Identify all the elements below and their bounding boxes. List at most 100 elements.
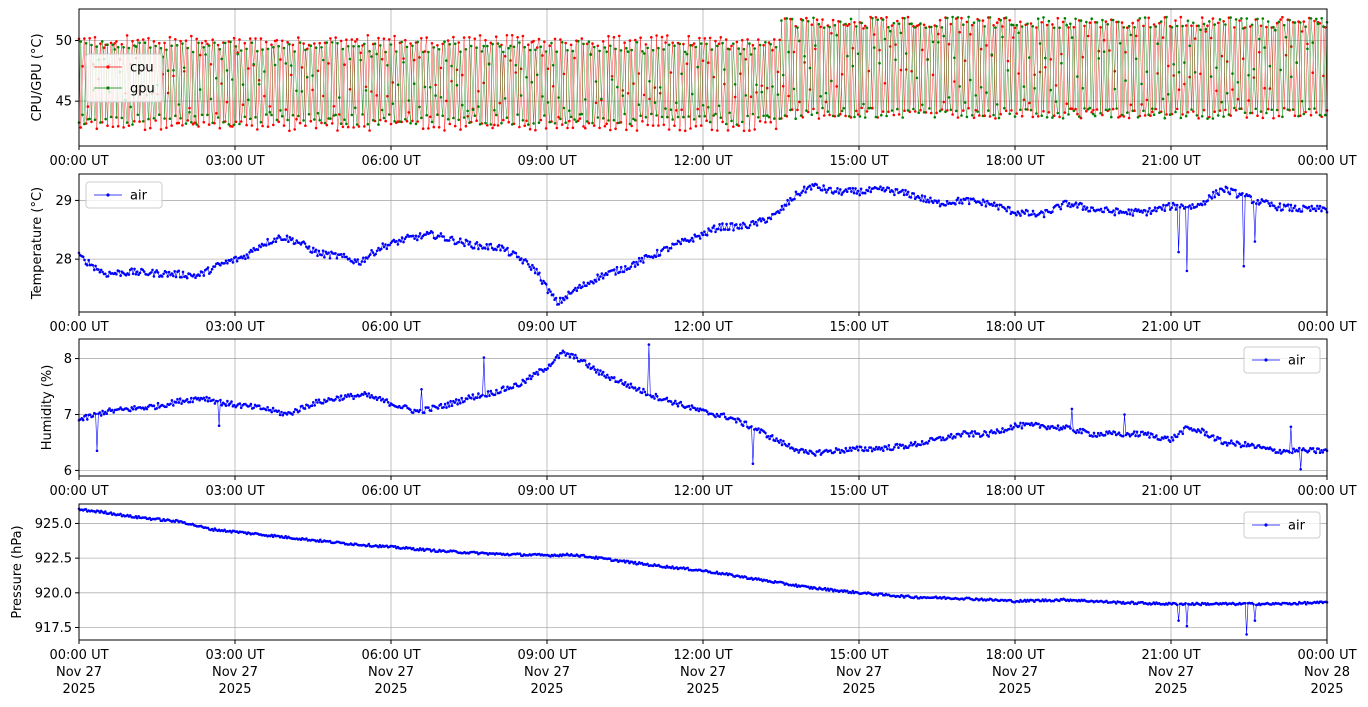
data-point xyxy=(658,86,662,89)
x-tick-label: 00:00 UT xyxy=(49,648,108,663)
data-point xyxy=(1160,208,1164,211)
data-point xyxy=(1273,448,1276,451)
data-point xyxy=(566,49,569,52)
data-point xyxy=(850,449,853,452)
data-point xyxy=(1110,432,1114,436)
data-point xyxy=(266,237,269,241)
data-point xyxy=(1101,18,1104,22)
data-point xyxy=(1133,430,1136,433)
data-point xyxy=(1304,25,1307,29)
data-point xyxy=(821,106,824,110)
data-point xyxy=(599,369,602,372)
data-point xyxy=(298,409,301,413)
data-point xyxy=(680,72,683,76)
panel-temperature-c: 00:00 UT 03:00 UT 06:00 UT 09:00 UT 12:00 UT… xyxy=(30,173,1357,335)
data-point xyxy=(1040,114,1043,117)
data-point xyxy=(797,451,800,454)
data-point xyxy=(99,42,102,45)
data-point xyxy=(967,435,971,438)
data-point xyxy=(450,79,453,83)
data-point xyxy=(751,219,755,223)
data-point xyxy=(728,111,731,115)
data-point xyxy=(1136,19,1140,22)
data-point xyxy=(646,562,649,566)
data-point xyxy=(99,414,103,417)
data-point xyxy=(646,46,649,50)
data-point xyxy=(489,123,493,126)
data-point xyxy=(282,46,286,50)
data-point xyxy=(616,85,619,89)
data-point xyxy=(837,192,841,195)
y-tick-label: 29 xyxy=(55,194,72,209)
data-point xyxy=(942,100,945,104)
data-point xyxy=(822,184,825,187)
data-point xyxy=(1313,107,1316,110)
data-point xyxy=(430,42,434,45)
data-point xyxy=(418,232,422,235)
data-point xyxy=(984,205,988,208)
data-point xyxy=(127,124,131,127)
data-point xyxy=(1023,212,1026,215)
data-point xyxy=(1085,109,1088,113)
data-point xyxy=(929,111,933,115)
data-point xyxy=(357,125,361,128)
data-point xyxy=(1268,64,1272,68)
series-gpu-markers xyxy=(77,15,1329,127)
data-point xyxy=(1228,442,1232,445)
data-point xyxy=(329,117,332,120)
data-point xyxy=(650,35,653,39)
data-point xyxy=(1060,202,1064,206)
data-point xyxy=(1091,435,1094,438)
data-point xyxy=(979,86,983,89)
data-point xyxy=(1272,116,1275,120)
data-point xyxy=(404,38,407,42)
data-point xyxy=(193,114,197,118)
data-point xyxy=(1192,110,1195,113)
data-point xyxy=(83,37,86,40)
data-point xyxy=(1247,73,1250,77)
data-point xyxy=(116,45,120,49)
data-point xyxy=(219,264,222,267)
data-point xyxy=(1096,431,1100,435)
data-point xyxy=(1056,203,1060,207)
data-point xyxy=(714,415,717,419)
data-point xyxy=(1242,264,1246,268)
data-point xyxy=(1300,99,1304,103)
data-point xyxy=(1163,209,1167,212)
data-point xyxy=(735,123,739,126)
data-point xyxy=(956,16,960,19)
data-point xyxy=(1151,433,1154,436)
data-point xyxy=(1051,210,1054,214)
data-point xyxy=(1111,18,1115,22)
data-point xyxy=(534,128,537,132)
data-point xyxy=(708,36,712,40)
data-point xyxy=(958,30,961,34)
data-point xyxy=(976,110,979,113)
data-point xyxy=(370,249,373,252)
data-point xyxy=(641,50,644,53)
data-point xyxy=(159,46,163,50)
data-point xyxy=(170,272,174,275)
data-point xyxy=(116,124,120,128)
data-point xyxy=(662,123,666,127)
data-point xyxy=(1059,207,1063,211)
data-point xyxy=(325,41,329,44)
x-tick-label: 03:00 UT xyxy=(205,648,264,663)
data-point xyxy=(901,188,904,192)
data-point xyxy=(165,126,168,130)
data-point xyxy=(232,123,236,127)
series-air-markers xyxy=(77,343,1329,471)
data-point xyxy=(954,109,958,113)
x-tick-label: 21:00 UT xyxy=(1141,484,1200,499)
data-point xyxy=(190,396,193,400)
data-point xyxy=(834,190,838,193)
data-point xyxy=(906,109,910,112)
data-point xyxy=(584,98,587,101)
data-point xyxy=(1225,444,1229,447)
data-point xyxy=(1214,438,1218,442)
data-point xyxy=(719,36,723,39)
data-point xyxy=(986,199,989,203)
data-point xyxy=(954,202,957,206)
data-point xyxy=(1129,33,1133,37)
data-point xyxy=(1098,434,1101,437)
